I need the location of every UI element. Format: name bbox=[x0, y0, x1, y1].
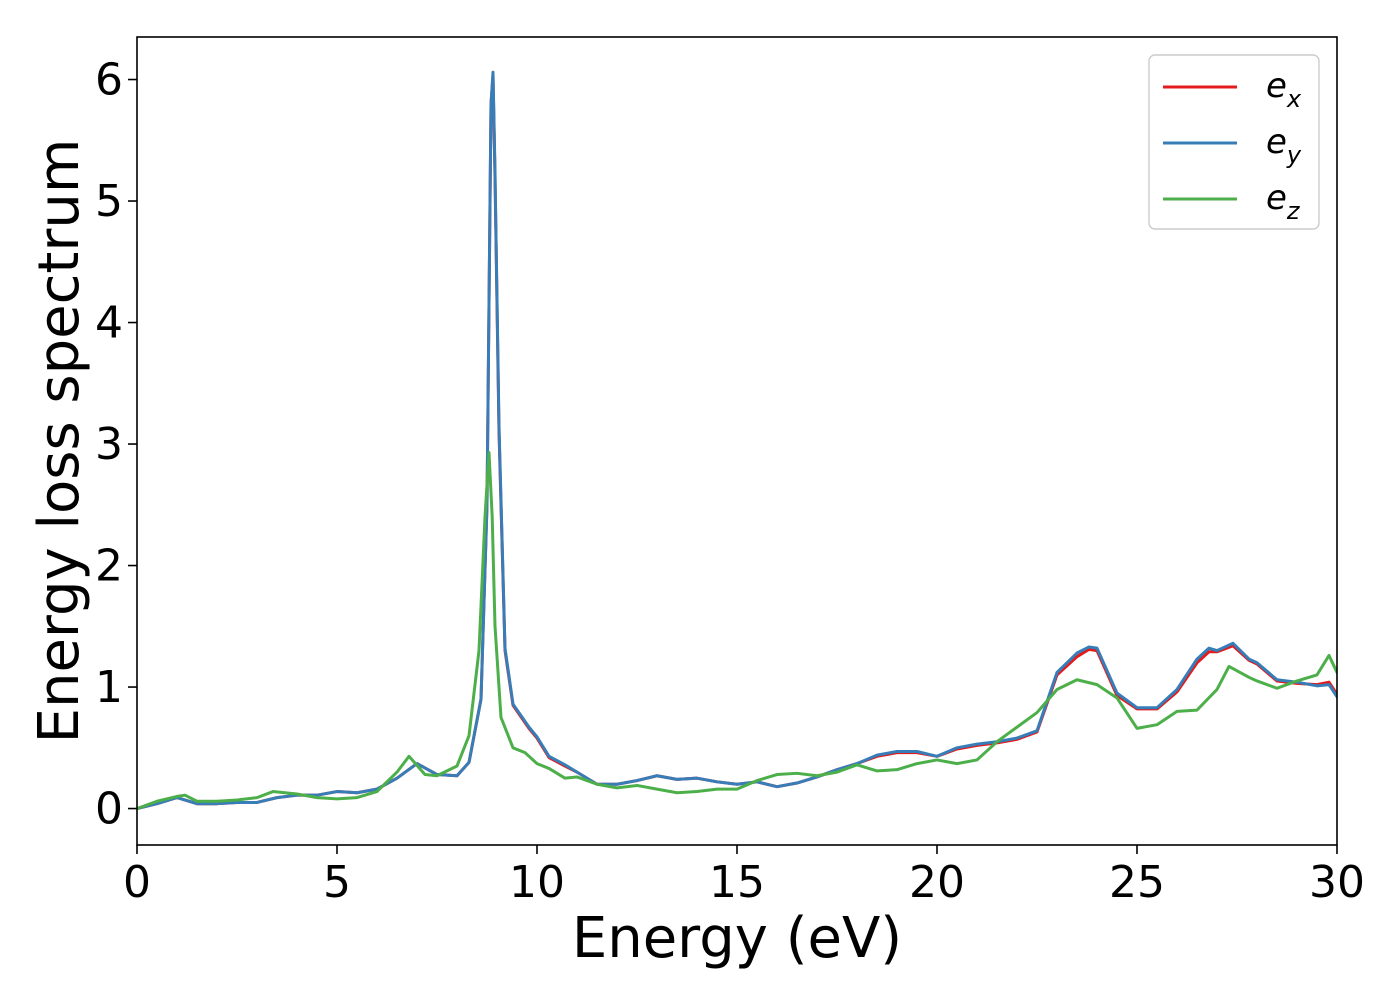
y-tick-label: 3 bbox=[95, 419, 123, 470]
series-layer bbox=[137, 70, 1337, 811]
series-line-ez bbox=[137, 451, 1337, 811]
y-tick-label: 0 bbox=[95, 784, 123, 835]
series-line-ey bbox=[137, 70, 1337, 811]
legend-label-ez: ez bbox=[1266, 178, 1301, 225]
x-tick-label: 5 bbox=[323, 857, 351, 908]
x-tick-label: 30 bbox=[1309, 857, 1365, 908]
y-tick-label: 1 bbox=[95, 662, 123, 713]
x-tick-label: 10 bbox=[509, 857, 565, 908]
y-axis: 0 1 2 3 4 5 6 bbox=[95, 55, 137, 835]
legend-label-ey: ey bbox=[1266, 122, 1302, 169]
x-axis: 0 5 10 15 20 25 30 bbox=[123, 845, 1365, 908]
x-tick-label: 15 bbox=[709, 857, 765, 908]
legend: ex ey ez bbox=[1148, 54, 1320, 230]
x-tick-label: 25 bbox=[1109, 857, 1165, 908]
y-tick-label: 2 bbox=[95, 541, 123, 592]
legend-label-ex: ex bbox=[1266, 66, 1302, 113]
x-axis-label: Energy (eV) bbox=[572, 906, 902, 971]
y-axis-label: Energy loss spectrum bbox=[27, 139, 92, 744]
x-tick-label: 20 bbox=[909, 857, 965, 908]
x-tick-label: 0 bbox=[123, 857, 151, 908]
y-tick-label: 5 bbox=[95, 176, 123, 227]
y-tick-label: 4 bbox=[95, 298, 123, 349]
y-tick-label: 6 bbox=[95, 55, 123, 106]
